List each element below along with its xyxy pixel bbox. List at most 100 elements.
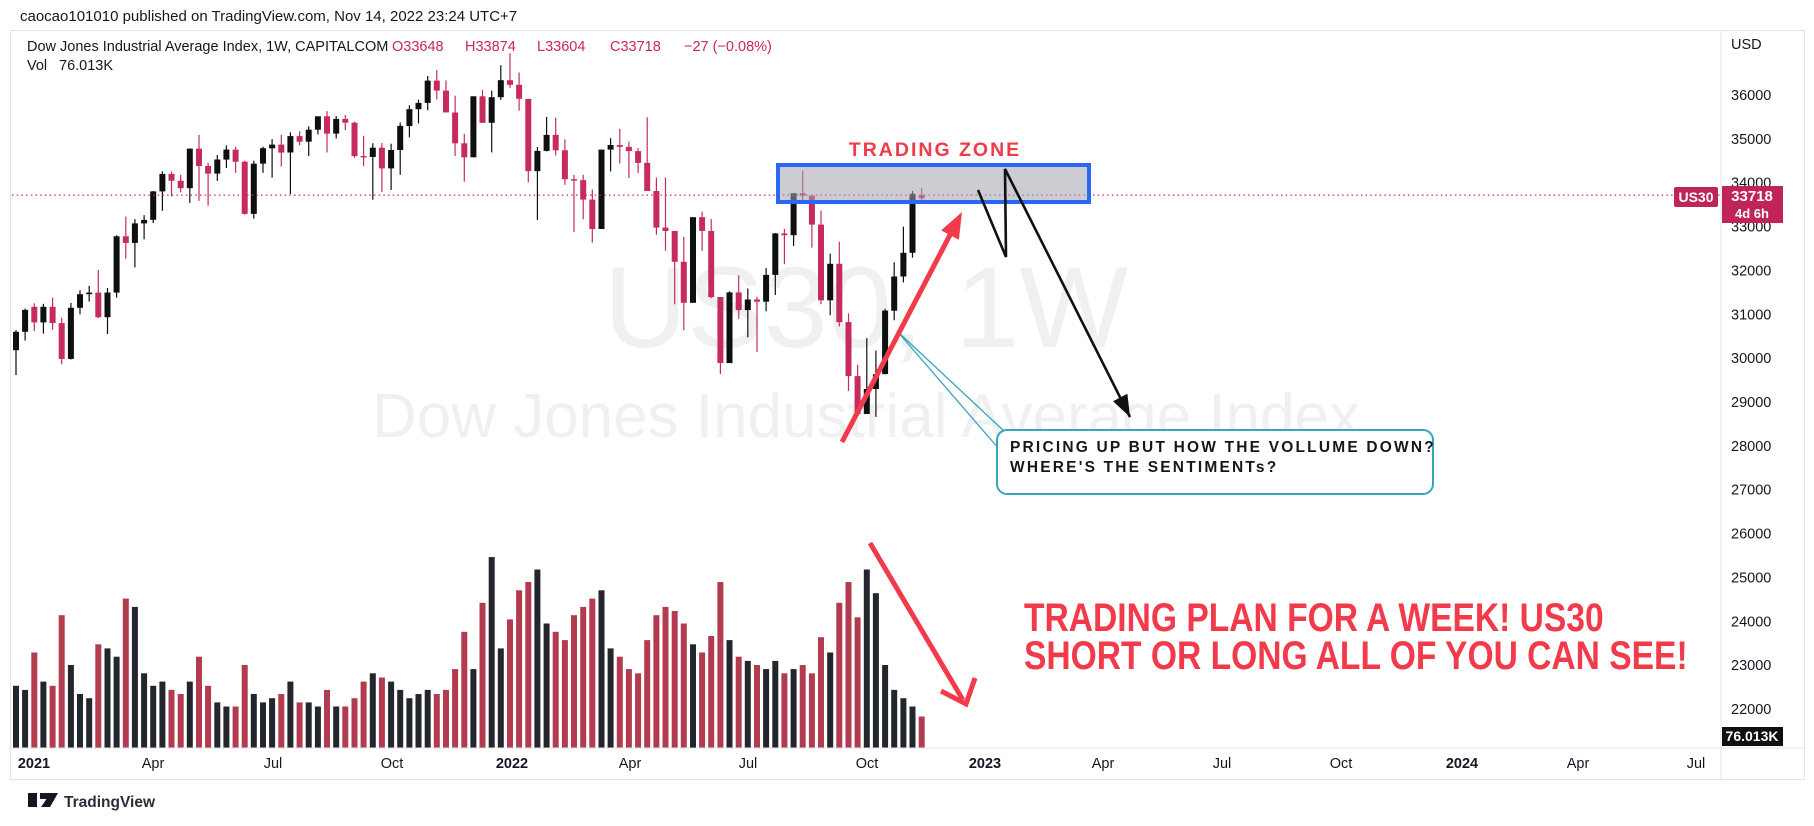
volume-bar[interactable] xyxy=(287,681,294,748)
price-axis[interactable]: USD 360003500034000330003200031000300002… xyxy=(1731,37,1771,718)
volume-bar[interactable] xyxy=(717,582,724,748)
candle-body[interactable] xyxy=(754,299,760,302)
volume-bar[interactable] xyxy=(13,685,19,748)
trading-plan-text[interactable]: TRADING PLAN FOR A WEEK! US30 SHORT OR L… xyxy=(1024,595,1688,677)
volume-bar[interactable] xyxy=(662,606,669,748)
volume-bar[interactable] xyxy=(67,665,74,748)
volume-bar[interactable] xyxy=(781,673,788,748)
candle-body[interactable] xyxy=(461,143,468,158)
candle-body[interactable] xyxy=(351,122,358,157)
candle-body[interactable] xyxy=(67,307,74,359)
volume-bar[interactable] xyxy=(22,689,29,748)
volume-bar[interactable] xyxy=(314,706,321,748)
volume-bar[interactable] xyxy=(141,673,148,748)
candle-body[interactable] xyxy=(205,166,212,174)
volume-bar[interactable] xyxy=(196,656,202,748)
volume-bar[interactable] xyxy=(378,677,385,748)
volume-bar[interactable] xyxy=(854,617,861,748)
tradingview-footer[interactable]: TradingView xyxy=(28,793,156,811)
volume-bar[interactable] xyxy=(223,706,230,748)
volume-bar[interactable] xyxy=(479,602,486,748)
volume-bar[interactable] xyxy=(735,656,742,748)
candle-body[interactable] xyxy=(397,125,404,150)
candle-body[interactable] xyxy=(818,224,824,301)
volume-bar[interactable] xyxy=(699,652,706,748)
volume-bar[interactable] xyxy=(424,689,431,748)
volume-bar[interactable] xyxy=(799,665,806,748)
candle-body[interactable] xyxy=(260,148,266,164)
volume-bar[interactable] xyxy=(918,716,925,748)
volume-bar[interactable] xyxy=(845,582,852,748)
candle-body[interactable] xyxy=(159,173,166,192)
candle-body[interactable] xyxy=(589,199,596,229)
volume-bar[interactable] xyxy=(397,689,404,748)
candle-body[interactable] xyxy=(561,150,568,180)
candle-body[interactable] xyxy=(168,173,175,181)
volume-bar[interactable] xyxy=(168,689,175,748)
volume-bar[interactable] xyxy=(205,685,212,748)
candle-body[interactable] xyxy=(909,193,916,253)
volume-bar[interactable] xyxy=(49,685,56,748)
candle-body[interactable] xyxy=(552,134,559,151)
callout-box[interactable] xyxy=(996,429,1434,495)
candle-body[interactable] xyxy=(808,195,815,225)
candle-body[interactable] xyxy=(360,156,367,158)
volume-bar[interactable] xyxy=(653,615,660,748)
candle-body[interactable] xyxy=(269,144,276,149)
volume-bar[interactable] xyxy=(177,694,184,748)
candle-body[interactable] xyxy=(625,146,632,152)
candle-body[interactable] xyxy=(424,80,431,103)
volume-bar[interactable] xyxy=(278,694,285,748)
candle-body[interactable] xyxy=(699,217,706,231)
candle-body[interactable] xyxy=(854,376,861,414)
volume-bar[interactable] xyxy=(763,669,770,748)
volume-bar[interactable] xyxy=(415,694,422,748)
candle-body[interactable] xyxy=(241,161,248,214)
candle-body[interactable] xyxy=(196,148,202,166)
candle-body[interactable] xyxy=(525,98,532,172)
candle-body[interactable] xyxy=(314,116,321,130)
volume-bar[interactable] xyxy=(333,706,340,748)
volume-bar[interactable] xyxy=(790,669,797,748)
candle-body[interactable] xyxy=(58,323,65,359)
candle-body[interactable] xyxy=(690,217,696,303)
candle-body[interactable] xyxy=(479,96,486,123)
candle-body[interactable] xyxy=(580,180,587,200)
candle-body[interactable] xyxy=(607,145,614,150)
volume-bar[interactable] xyxy=(598,590,605,748)
volume-bar[interactable] xyxy=(369,673,376,748)
black-zigzag-projection[interactable] xyxy=(976,168,1132,418)
volume-bar[interactable] xyxy=(808,673,815,748)
volume-bar[interactable] xyxy=(443,689,449,748)
volume-bar[interactable] xyxy=(891,689,898,748)
volume-bar[interactable] xyxy=(433,694,440,748)
candle-body[interactable] xyxy=(131,223,138,243)
candle-body[interactable] xyxy=(827,263,834,301)
trading-zone-label[interactable]: TRADING ZONE xyxy=(849,139,1021,161)
volume-bar[interactable] xyxy=(260,702,266,748)
volume-bar[interactable] xyxy=(122,598,129,748)
volume-bar[interactable] xyxy=(671,611,678,748)
candle-body[interactable] xyxy=(662,227,669,231)
candle-body[interactable] xyxy=(342,118,349,123)
candle-body[interactable] xyxy=(86,292,93,295)
candle-body[interactable] xyxy=(278,144,285,153)
candles-layer[interactable] xyxy=(13,53,925,417)
volume-layer[interactable] xyxy=(13,557,925,748)
callout-text-line1[interactable]: PRICING UP BUT HOW THE VOLLUME DOWN? xyxy=(1010,439,1436,456)
volume-bar[interactable] xyxy=(607,648,614,748)
candle-body[interactable] xyxy=(790,193,797,236)
candle-body[interactable] xyxy=(296,136,303,142)
candle-body[interactable] xyxy=(122,236,129,243)
volume-bar[interactable] xyxy=(40,681,47,748)
candle-body[interactable] xyxy=(516,84,523,99)
volume-bar[interactable] xyxy=(31,652,38,748)
candle-body[interactable] xyxy=(452,112,459,144)
candle-body[interactable] xyxy=(324,116,330,134)
candle-body[interactable] xyxy=(882,310,889,375)
red-up-arrow[interactable] xyxy=(839,231,954,444)
candle-body[interactable] xyxy=(378,147,385,169)
volume-bar[interactable] xyxy=(872,593,879,748)
volume-bar[interactable] xyxy=(488,557,495,748)
volume-bar[interactable] xyxy=(644,640,651,748)
